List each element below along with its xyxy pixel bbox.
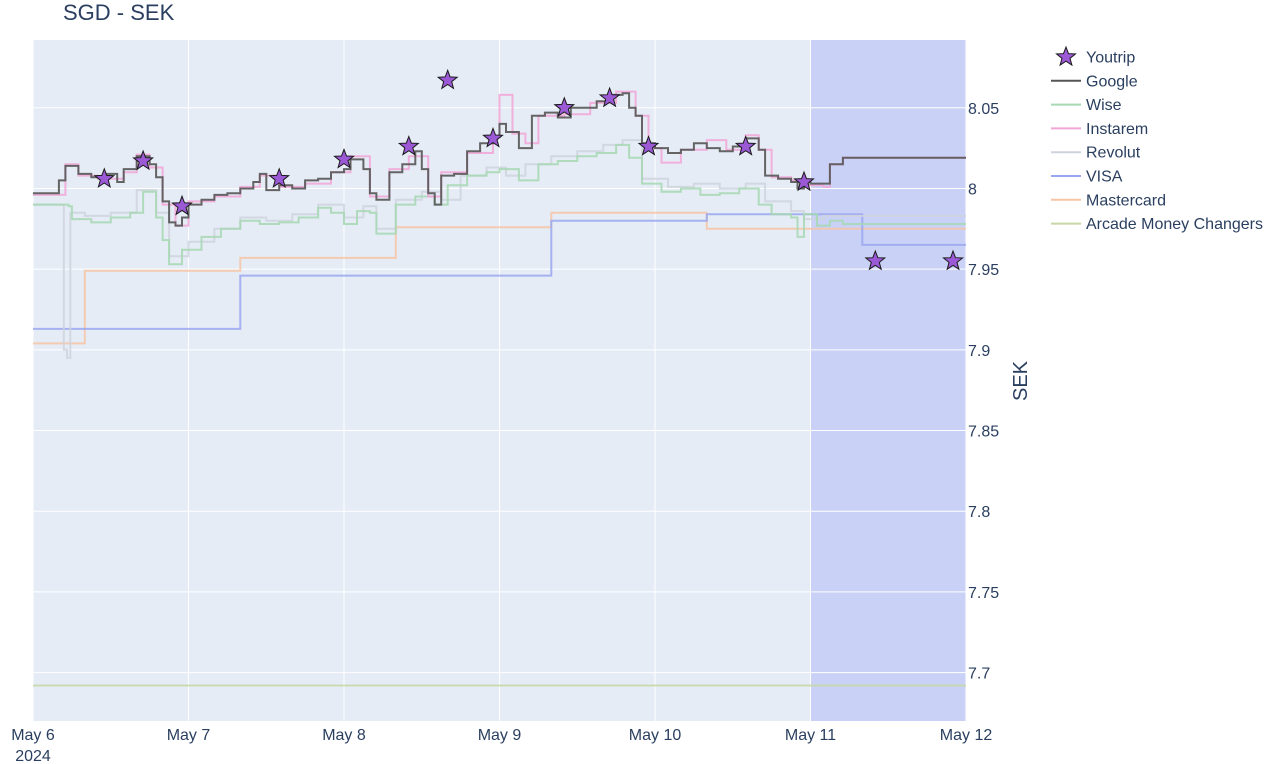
youtrip-point [268, 167, 291, 189]
youtrip-point [598, 86, 621, 108]
x-tick-label: May 10 [629, 727, 682, 744]
youtrip-point [333, 147, 355, 169]
y-tick-label: 7.8 [968, 504, 990, 521]
youtrip-point [482, 126, 504, 148]
youtrip-point [942, 249, 964, 271]
youtrip-point [132, 149, 155, 171]
legend-item-visa[interactable]: VISA [1051, 169, 1123, 186]
marker-layer [93, 68, 964, 271]
youtrip-point [397, 135, 420, 156]
series-line-google [33, 92, 966, 227]
youtrip-point [553, 96, 576, 118]
chart-title: SGD - SEK [63, 0, 175, 25]
legend-item-revolut[interactable]: Revolut [1051, 145, 1141, 162]
x-tick-sublabel: 2024 [15, 748, 51, 764]
shaded-region-layer [810, 40, 966, 721]
youtrip-point [793, 170, 815, 192]
youtrip-point [171, 194, 193, 216]
youtrip-point [436, 68, 459, 90]
x-tick-label: May 6 [11, 727, 55, 744]
y-tick-label: 8.05 [968, 101, 999, 118]
y-tick-label: 7.9 [968, 343, 990, 360]
shaded-region [810, 40, 966, 721]
youtrip-point [734, 135, 757, 156]
legend[interactable]: Youtrip Google Wise Instarem Revolut VISA Mast… [1051, 45, 1263, 233]
legend-label: Arcade Money Changers [1086, 216, 1263, 233]
legend-label: Instarem [1086, 121, 1148, 138]
legend-item-mastercard[interactable]: Mastercard [1051, 192, 1166, 209]
legend-label: Mastercard [1086, 192, 1166, 209]
y-tick-label: 7.95 [968, 262, 999, 279]
legend-item-youtrip[interactable]: Youtrip [1055, 45, 1136, 67]
x-axis-ticks: May 6 2024 May 7 May 8 May 9 May 10 May 11 May … [11, 727, 992, 764]
legend-label: Google [1086, 73, 1138, 90]
legend-label: Youtrip [1086, 50, 1135, 67]
y-axis-ticks: 7.7 7.75 7.8 7.85 7.9 7.95 8 8.05 [968, 101, 999, 683]
youtrip-point [637, 135, 660, 156]
y-axis-title: SEK [1010, 360, 1032, 401]
y-tick-label: 7.75 [968, 585, 999, 602]
y-tick-label: 8 [968, 181, 977, 198]
legend-item-google[interactable]: Google [1051, 73, 1138, 90]
y-tick-label: 7.7 [968, 666, 990, 683]
x-tick-label: May 8 [322, 727, 366, 744]
x-tick-label: May 9 [478, 727, 522, 744]
series-layer [33, 90, 966, 687]
x-tick-label: May 12 [940, 727, 993, 744]
series-line-visa [33, 213, 966, 330]
x-tick-label: May 7 [167, 727, 211, 744]
legend-item-wise[interactable]: Wise [1051, 97, 1122, 114]
legend-label: Wise [1086, 97, 1122, 114]
legend-star-icon [1055, 45, 1077, 67]
youtrip-point [864, 249, 887, 271]
legend-item-arcade-money-changers[interactable]: Arcade Money Changers [1051, 216, 1263, 233]
legend-label: Revolut [1086, 145, 1141, 162]
legend-item-instarem[interactable]: Instarem [1051, 121, 1148, 138]
legend-label: VISA [1086, 169, 1123, 186]
x-tick-label: May 11 [785, 727, 836, 744]
y-tick-label: 7.85 [968, 424, 999, 441]
youtrip-point [93, 167, 116, 189]
